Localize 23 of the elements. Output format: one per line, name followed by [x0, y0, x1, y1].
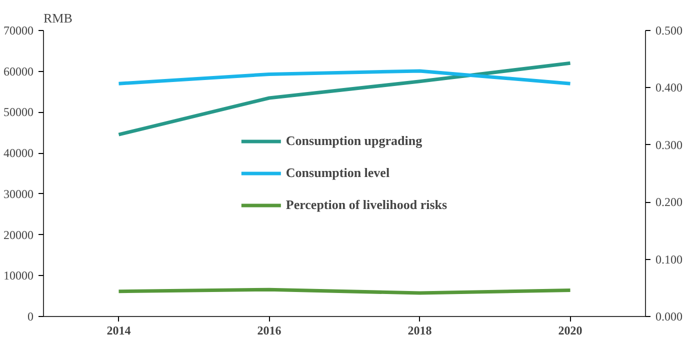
- legend-label: Perception of livelihood risks: [286, 197, 448, 213]
- y-tick-label: 50000: [4, 105, 34, 120]
- y2-tick-label: 0.300: [656, 138, 682, 152]
- x-tick-label: 2018: [408, 324, 432, 337]
- y2-tick-label: 0.100: [656, 252, 682, 266]
- y-tick-label: 20000: [4, 228, 34, 242]
- line-series: [117, 61, 572, 136]
- y-tick-label: 0: [28, 310, 34, 324]
- y-tick-label: 60000: [4, 64, 34, 78]
- y2-tick-label: 0.400: [656, 80, 682, 95]
- y-axis-title: RMB: [44, 10, 73, 26]
- x-tick-label: 2014: [106, 324, 131, 337]
- y-tick-label: 70000: [4, 24, 34, 38]
- x-tick-label: 2016: [257, 324, 282, 337]
- y2-tick-label: 0.200: [656, 195, 682, 210]
- legend-label: Consumption upgrading: [286, 133, 422, 149]
- y-tick-label: 30000: [4, 186, 34, 201]
- y-tick-label: 10000: [4, 268, 34, 283]
- y2-tick-label: 0.500: [656, 24, 682, 38]
- x-tick-label: 2020: [558, 324, 582, 337]
- y-tick-label: 40000: [4, 146, 34, 160]
- y2-tick-label: 0.000: [656, 310, 682, 324]
- legend-label: Consumption level: [286, 165, 390, 181]
